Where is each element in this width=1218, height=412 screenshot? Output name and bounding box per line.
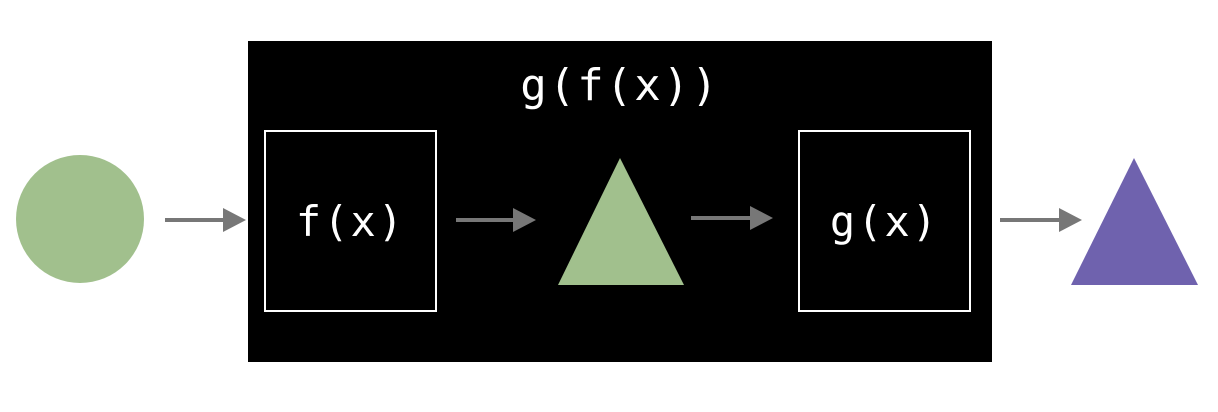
f-function-box: f(x) <box>264 130 437 312</box>
f-function-label: f(x) <box>295 196 406 246</box>
arrow-input-to-f <box>165 208 246 232</box>
output-triangle <box>1071 158 1198 285</box>
input-circle <box>16 155 144 283</box>
g-function-label: g(x) <box>829 196 940 246</box>
composite-function-label: g(f(x)) <box>520 60 720 111</box>
g-function-box: g(x) <box>798 130 971 312</box>
arrow-g-to-output <box>1000 208 1082 232</box>
